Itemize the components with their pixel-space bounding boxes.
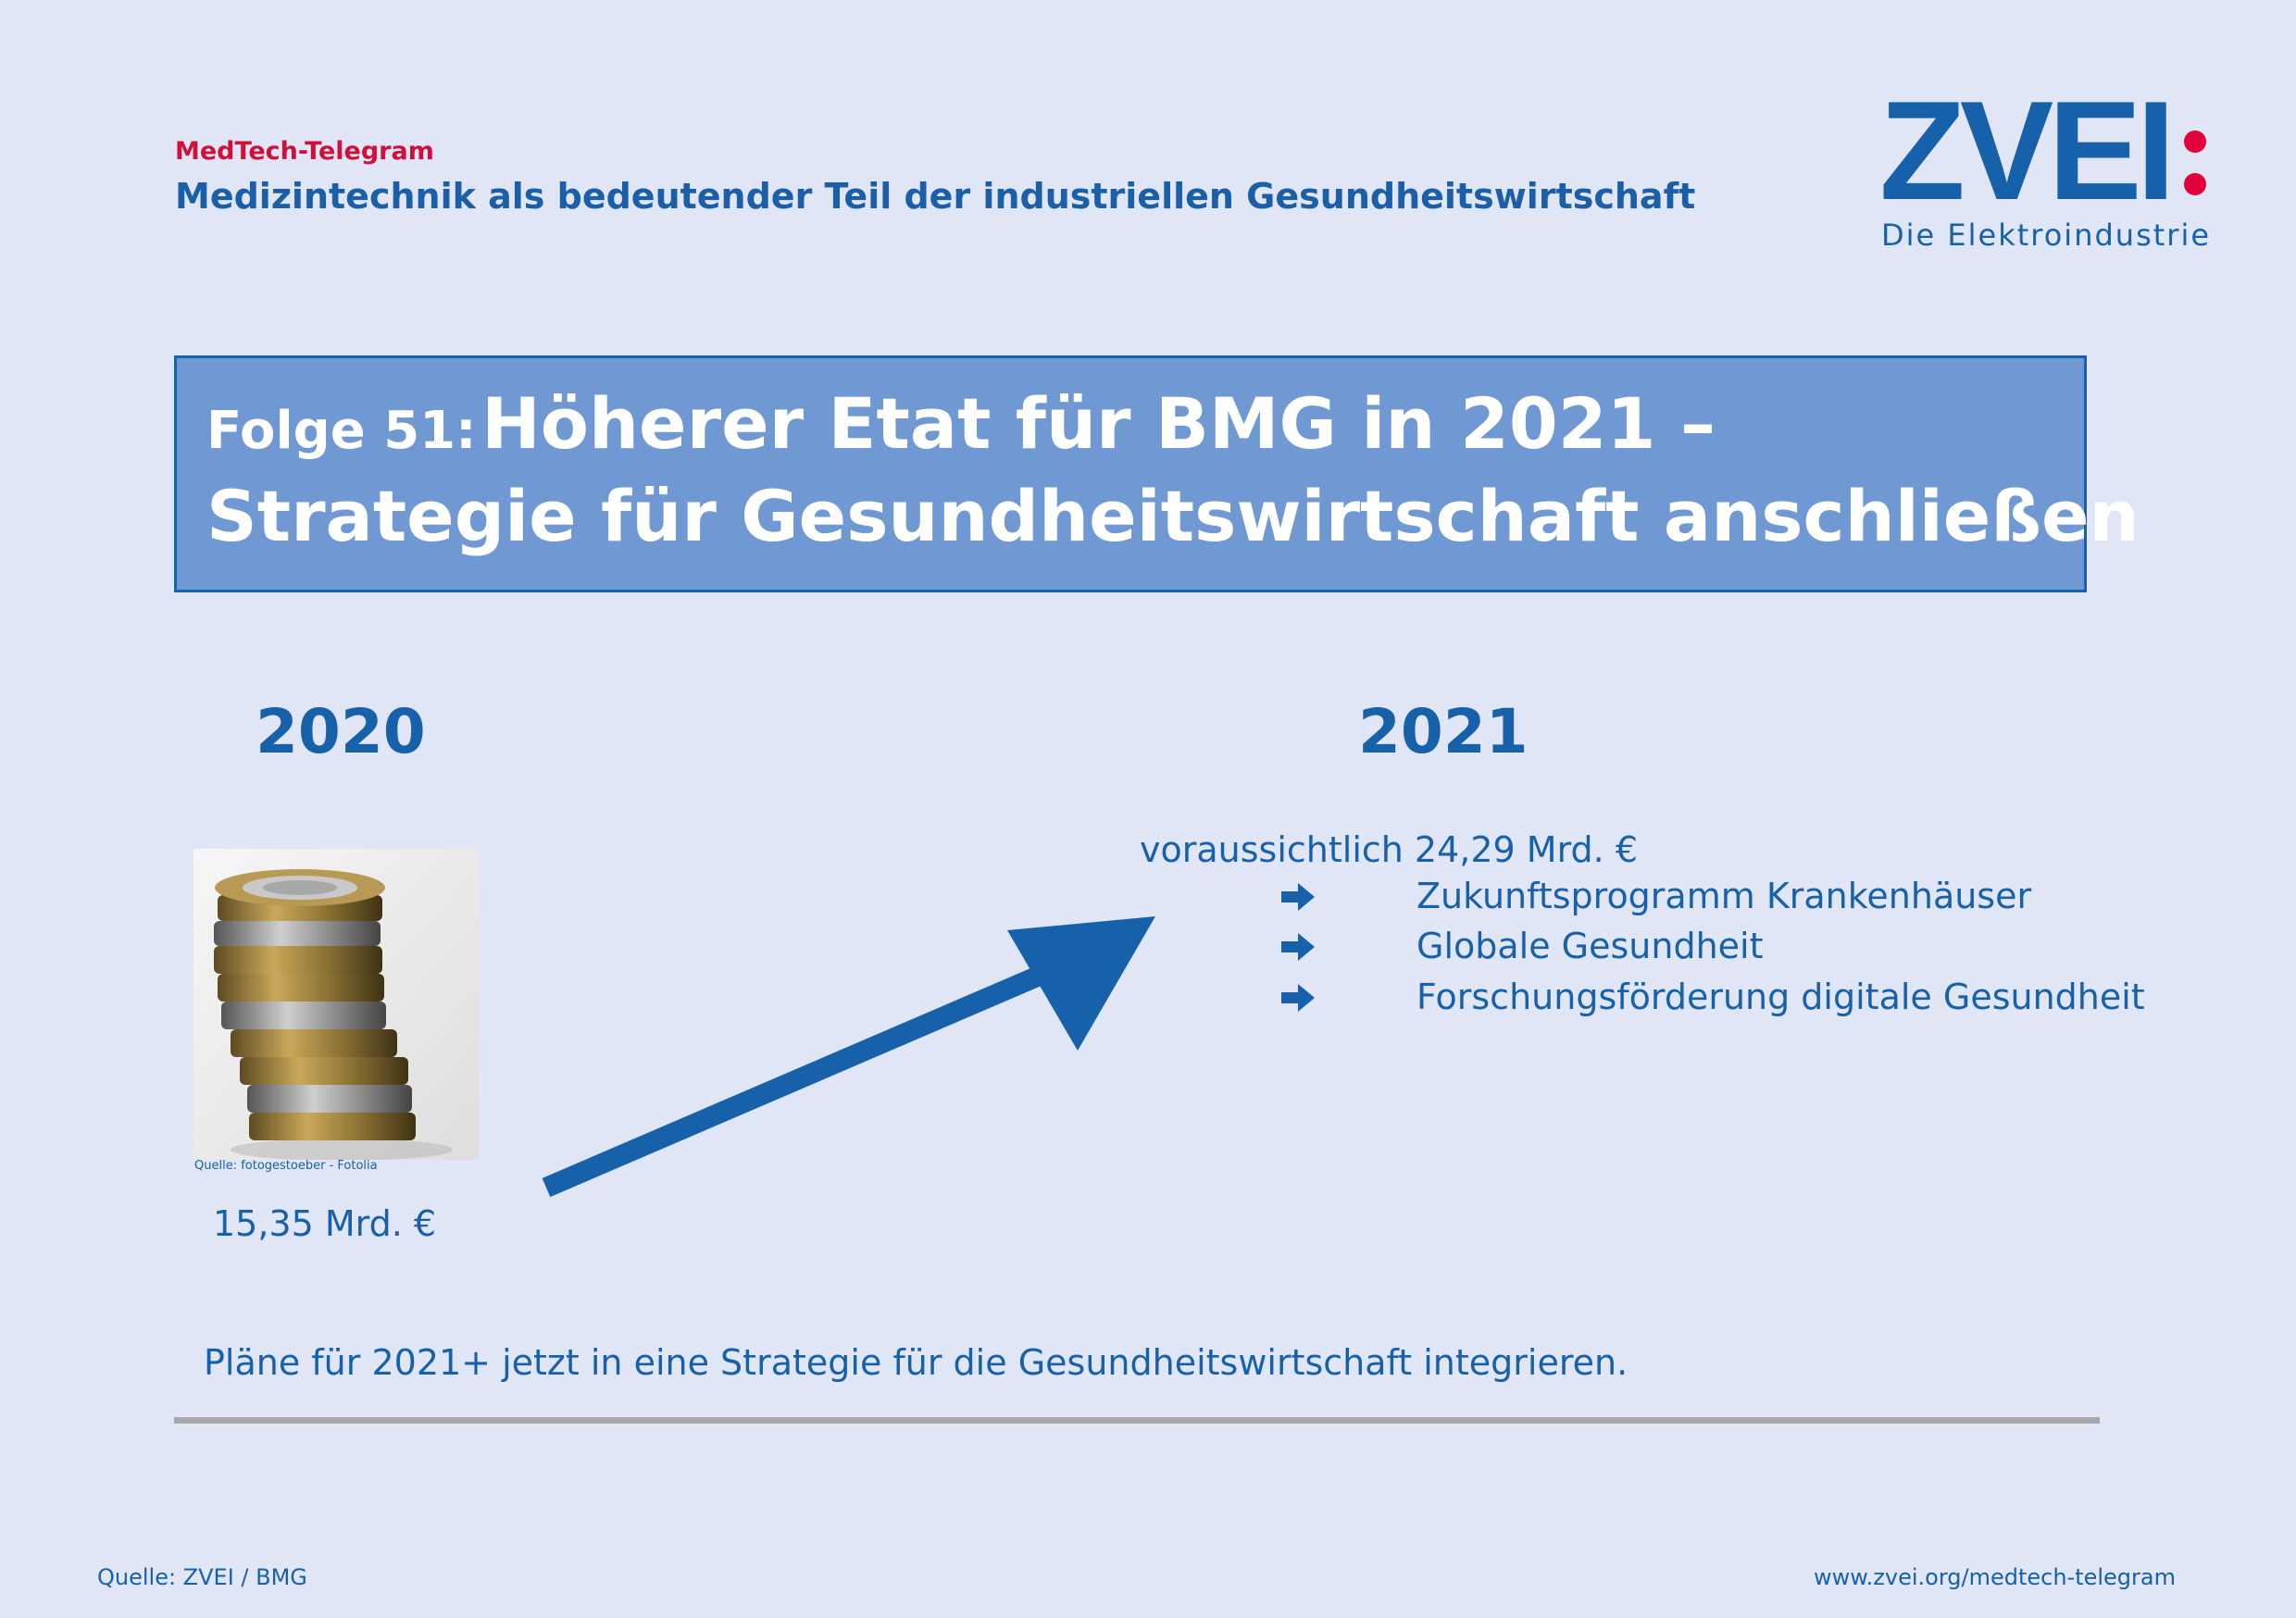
logo-colon-dot-bottom <box>2184 173 2206 195</box>
year-2020-label: 2020 <box>256 696 426 767</box>
year-2021-label: 2021 <box>1358 696 1529 767</box>
list-item: Zukunftsprogramm Krankenhäuser <box>1278 876 2203 922</box>
divider <box>174 1417 2100 1424</box>
logo-tagline: Die Elektroindustrie <box>1881 218 2212 253</box>
source-note: Quelle: ZVEI / BMG <box>97 1564 307 1590</box>
value-2021: voraussichtlich 24,29 Mrd. € <box>1140 829 1638 870</box>
arrow-right-icon <box>1281 883 1315 911</box>
logo-colon-dot-top <box>2184 131 2206 153</box>
logo-wordmark: ZVEI <box>1879 72 2176 230</box>
list-item: Globale Gesundheit <box>1278 926 2203 972</box>
title-line-1: Folge 51: Höherer Etat für BMG in 2021 – <box>206 382 1716 465</box>
arrow-right-icon <box>1281 933 1315 961</box>
list-item-text: Globale Gesundheit <box>1416 926 1764 966</box>
list-item-text: Forschungsförderung digitale Gesundheit <box>1416 977 2145 1017</box>
increase-arrow-icon <box>542 916 1155 1198</box>
title-line-2: Strategie für Gesundheitswirtschaft ansc… <box>206 475 2140 557</box>
series-label: MedTech-Telegram <box>175 137 434 166</box>
list-item-text: Zukunftsprogramm Krankenhäuser <box>1416 876 2032 916</box>
website-link[interactable]: www.zvei.org/medtech-telegram <box>1813 1564 2176 1590</box>
title-main: Höherer Etat für BMG in 2021 – <box>481 382 1716 465</box>
photo-credit: Quelle: fotogestoeber - Fotolia <box>194 1159 378 1173</box>
title-banner: Folge 51: Höherer Etat für BMG in 2021 –… <box>174 355 2140 592</box>
arrow-right-icon <box>1281 984 1315 1012</box>
list-item: Forschungsförderung digitale Gesundheit <box>1278 977 2203 1023</box>
coin-stack-image <box>193 849 479 1160</box>
episode-label: Folge 51: <box>206 401 477 461</box>
conclusion-text: Pläne für 2021+ jetzt in eine Strategie … <box>204 1342 1628 1383</box>
zvei-logo: ZVEI Die Elektroindustrie <box>1861 81 2231 255</box>
page-subtitle: Medizintechnik als bedeutender Teil der … <box>175 176 1696 217</box>
value-2020: 15,35 Mrd. € <box>213 1203 437 1244</box>
